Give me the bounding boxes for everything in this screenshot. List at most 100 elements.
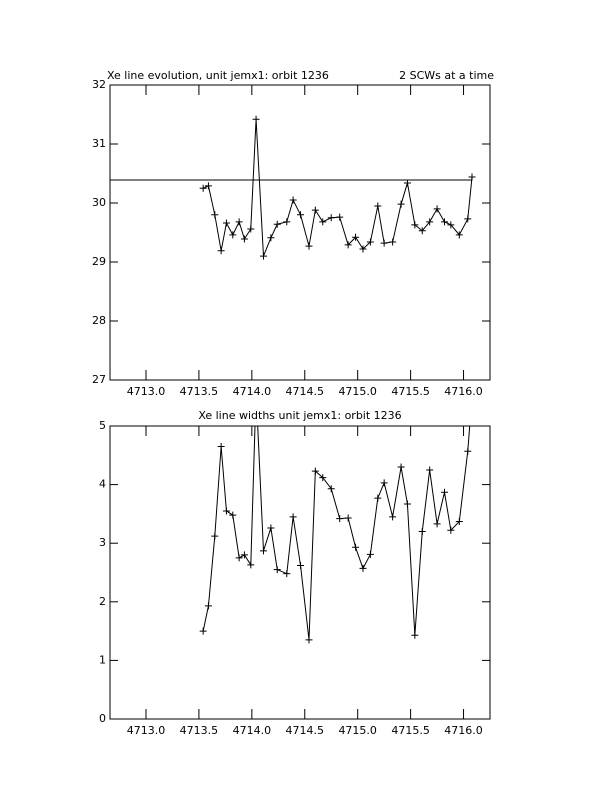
point-marker	[217, 247, 225, 255]
y-tick-label: 2	[99, 595, 106, 608]
point-marker	[468, 173, 476, 181]
point-marker	[426, 218, 434, 226]
x-tick-label: 4716.0	[444, 724, 483, 737]
point-marker	[229, 511, 237, 519]
point-marker	[217, 443, 225, 451]
point-marker	[204, 182, 212, 190]
point-marker	[267, 234, 275, 242]
y-tick-label: 1	[99, 653, 106, 666]
x-tick-label: 4714.0	[233, 724, 272, 737]
point-marker	[222, 507, 230, 515]
x-tick-label: 4714.5	[286, 385, 325, 398]
point-marker	[283, 570, 291, 578]
point-marker	[259, 547, 267, 555]
point-marker	[440, 488, 448, 496]
point-marker	[222, 219, 230, 227]
x-tick-label: 4713.0	[127, 385, 166, 398]
point-marker	[327, 485, 335, 493]
point-marker	[426, 466, 434, 474]
point-marker	[380, 239, 388, 247]
point-marker	[235, 554, 243, 562]
point-marker	[433, 205, 441, 213]
point-marker	[297, 561, 305, 569]
x-tick-label: 4713.5	[180, 385, 219, 398]
point-marker	[440, 218, 448, 226]
point-marker	[344, 241, 352, 249]
point-marker	[283, 218, 291, 226]
point-marker	[229, 231, 237, 239]
y-tick-label: 30	[92, 196, 106, 209]
point-marker	[211, 211, 219, 219]
point-marker	[319, 218, 327, 226]
point-marker	[403, 500, 411, 508]
x-tick-label: 4715.0	[338, 724, 377, 737]
point-marker	[359, 245, 367, 253]
x-tick-label: 4715.0	[338, 385, 377, 398]
point-marker	[464, 447, 472, 455]
point-marker	[397, 463, 405, 471]
point-marker	[397, 200, 405, 208]
y-tick-label: 31	[92, 137, 106, 150]
chart-title: Xe line evolution, unit jemx1: orbit 123…	[107, 69, 329, 82]
data-line	[202, 426, 471, 640]
point-marker	[211, 532, 219, 540]
y-tick-label: 4	[99, 478, 106, 491]
point-marker	[289, 196, 297, 204]
point-marker	[199, 184, 207, 192]
point-marker	[235, 218, 243, 226]
point-marker	[259, 252, 267, 260]
point-marker	[455, 518, 463, 526]
point-marker	[411, 631, 419, 639]
point-marker	[327, 214, 335, 222]
point-marker	[380, 479, 388, 487]
point-marker	[352, 543, 360, 551]
plot-frame	[109, 84, 491, 381]
point-marker	[297, 211, 305, 219]
plot-frame	[109, 425, 491, 720]
point-marker	[418, 227, 426, 235]
y-tick-label: 5	[99, 419, 106, 432]
point-marker	[359, 564, 367, 572]
point-marker	[252, 115, 260, 123]
chart-subtitle: 2 SCWs at a time	[399, 69, 494, 82]
point-marker	[305, 242, 313, 250]
y-tick-label: 27	[92, 373, 106, 386]
y-tick-label: 32	[92, 78, 106, 91]
point-marker	[418, 527, 426, 535]
x-tick-label: 4715.5	[391, 724, 430, 737]
point-marker	[273, 566, 281, 574]
point-marker	[403, 179, 411, 187]
point-marker	[204, 602, 212, 610]
plot-area	[199, 426, 472, 644]
point-marker	[447, 221, 455, 229]
point-marker	[447, 526, 455, 534]
point-marker	[199, 627, 207, 635]
point-marker	[411, 221, 419, 229]
point-marker	[344, 514, 352, 522]
y-tick-label: 3	[99, 536, 106, 549]
point-marker	[311, 467, 319, 475]
point-marker	[273, 220, 281, 228]
point-marker	[366, 238, 374, 246]
point-marker	[247, 561, 255, 569]
point-marker	[267, 524, 275, 532]
point-marker	[336, 515, 344, 523]
point-marker	[389, 513, 397, 521]
point-marker	[352, 233, 360, 241]
point-marker	[240, 551, 248, 559]
data-line	[202, 119, 473, 257]
plot-area	[110, 115, 476, 260]
x-tick-label: 4716.0	[444, 385, 483, 398]
chart-title: Xe line widths unit jemx1: orbit 1236	[198, 409, 401, 422]
y-tick-label: 29	[92, 255, 106, 268]
point-marker	[455, 231, 463, 239]
point-marker	[289, 513, 297, 521]
point-marker	[247, 225, 255, 233]
x-tick-label: 4714.0	[233, 385, 272, 398]
point-marker	[464, 215, 472, 223]
point-marker	[336, 213, 344, 221]
x-tick-label: 4715.5	[391, 385, 430, 398]
point-marker	[433, 520, 441, 528]
y-tick-label: 0	[99, 712, 106, 725]
